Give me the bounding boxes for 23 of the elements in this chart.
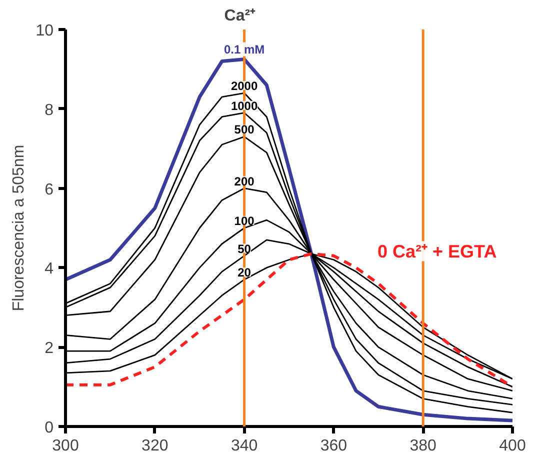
x-tick-label: 320 — [142, 438, 168, 454]
series-label: 20 — [238, 266, 252, 280]
y-tick-label: 10 — [36, 22, 54, 40]
x-tick-label: 380 — [410, 438, 437, 454]
y-tick-label: 6 — [44, 181, 54, 198]
series-label: 100 — [234, 214, 255, 228]
series-label: 2000 — [230, 79, 258, 94]
series-label: 1000 — [230, 98, 258, 113]
x-tick-label: 400 — [499, 438, 526, 454]
series-label: 50 — [238, 242, 252, 256]
series-label: 0.1 mM — [224, 42, 265, 56]
y-tick-label: 8 — [44, 102, 54, 119]
y-tick-label: 2 — [44, 340, 54, 358]
y-axis-title: Fluorescencia a 505nm — [10, 144, 28, 312]
x-tick-label: 300 — [52, 438, 79, 454]
text: Ca²⁺ — [224, 8, 256, 24]
y-tick-label: 0 — [44, 420, 54, 436]
series-label: 200 — [234, 174, 255, 188]
x-tick-label: 360 — [320, 438, 348, 454]
y-tick-label: 4 — [44, 260, 54, 278]
series-label: 0 Ca²⁺ + EGTA — [378, 241, 497, 262]
x-tick-label: 340 — [230, 438, 258, 454]
series-label: 500 — [234, 122, 255, 137]
